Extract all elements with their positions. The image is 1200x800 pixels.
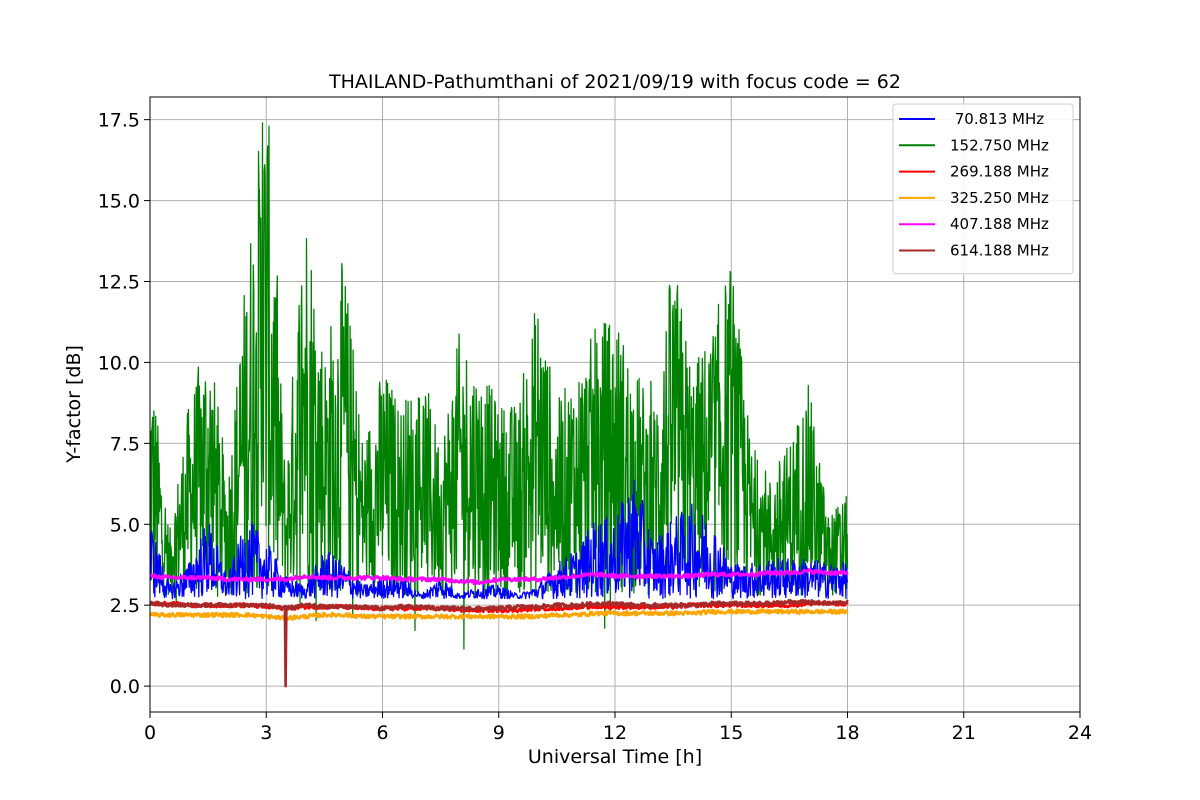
- x-tick-label: 12: [603, 722, 627, 744]
- legend-label: 269.188 MHz: [950, 163, 1049, 181]
- x-tick-label: 21: [952, 722, 976, 744]
- x-tick-label: 15: [719, 722, 743, 744]
- series-line: [150, 608, 849, 622]
- series-line: [150, 568, 849, 586]
- legend-label: 70.813 MHz: [950, 110, 1044, 128]
- y-tick-label: 2.5: [110, 595, 140, 617]
- axis-ticks: 0 3 6 9 12 15 18 21 24 0.0 2.5 5.0 7.5 10.0 12.5 15.0 17…: [98, 110, 1092, 744]
- legend-label: 325.250 MHz: [950, 189, 1049, 207]
- legend-label: 407.188 MHz: [950, 215, 1049, 233]
- x-tick-label: 9: [493, 722, 505, 744]
- y-tick-label: 7.5: [110, 433, 140, 455]
- series-layer: [150, 122, 849, 688]
- y-tick-label: 15.0: [98, 191, 140, 213]
- legend-label: 152.750 MHz: [950, 136, 1049, 154]
- y-tick-label: 12.5: [98, 272, 140, 294]
- x-tick-label: 0: [144, 722, 156, 744]
- legend-label: 614.188 MHz: [950, 242, 1049, 260]
- legend: 70.813 MHz 152.750 MHz 269.188 MHz 325.250 …: [892, 103, 1074, 275]
- x-axis-label: Universal Time [h]: [528, 746, 702, 768]
- y-tick-label: 0.0: [110, 676, 140, 698]
- legend-box: [892, 103, 1074, 275]
- x-tick-label: 18: [835, 722, 859, 744]
- x-tick-label: 6: [376, 722, 388, 744]
- series-line: [150, 122, 849, 650]
- chart-title: THAILAND-Pathumthani of 2021/09/19 with …: [328, 71, 901, 93]
- y-tick-label: 5.0: [110, 514, 140, 536]
- series-line: [150, 479, 849, 600]
- x-tick-label: 24: [1068, 722, 1092, 744]
- y-tick-label: 17.5: [98, 110, 140, 132]
- x-tick-label: 3: [260, 722, 272, 744]
- series-line: [150, 598, 849, 688]
- y-tick-label: 10.0: [98, 352, 140, 374]
- y-axis-label: Y-factor [dB]: [63, 345, 85, 464]
